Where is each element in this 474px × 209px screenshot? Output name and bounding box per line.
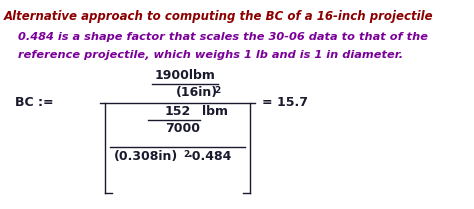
Text: 2: 2 [183,150,189,159]
Text: (16in): (16in) [176,86,218,99]
Text: lbm: lbm [202,105,228,118]
Text: (0.308in): (0.308in) [114,150,178,163]
Text: Alternative approach to computing the BC of a 16-inch projectile: Alternative approach to computing the BC… [4,10,434,23]
Text: BC :=: BC := [15,97,54,110]
Text: ·0.484: ·0.484 [188,150,232,163]
Text: = 15.7: = 15.7 [262,97,308,110]
Text: 1900lbm: 1900lbm [155,69,216,82]
Text: 0.484 is a shape factor that scales the 30-06 data to that of the: 0.484 is a shape factor that scales the … [18,32,428,42]
Text: reference projectile, which weighs 1 lb and is 1 in diameter.: reference projectile, which weighs 1 lb … [18,50,403,60]
Text: 2: 2 [214,86,220,95]
Text: 7000: 7000 [165,122,200,135]
Text: 152: 152 [165,105,191,118]
